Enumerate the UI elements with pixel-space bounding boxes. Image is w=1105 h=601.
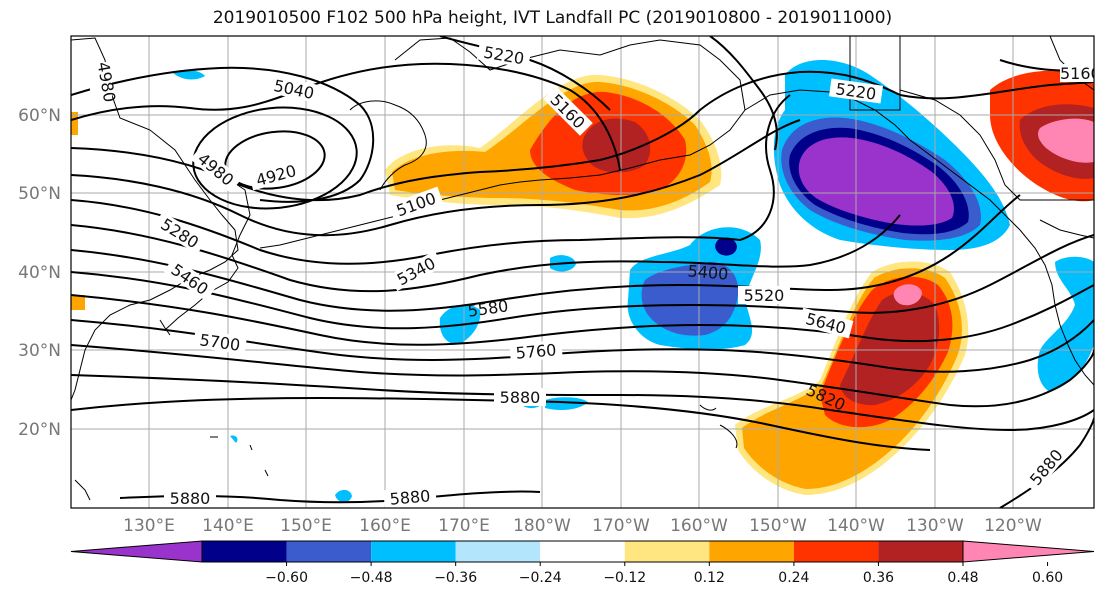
colorbar-tick-label: 0.48 [947,570,978,586]
colorbar-tick-label: −0.60 [265,570,308,586]
colorbar-swatch [286,541,372,562]
colorbar-tick-label: −0.12 [603,570,646,586]
lon-label-140w: 140°W [827,516,885,536]
lon-label-140e: 140°E [202,516,254,536]
contour-label-5880-c: 5880 [389,486,431,508]
latitude-labels: 20°N 30°N 40°N 50°N 60°N [18,106,61,440]
ivt-positive-canada [71,70,1094,310]
ivt-negative-gulf-alaska [773,60,1010,250]
colorbar-frame [201,540,964,563]
lon-label-150w: 150°W [749,516,807,536]
colorbar-swatch [624,541,710,562]
colorbar-swatch [878,541,963,562]
colorbar-tick-label: 0.60 [1032,570,1063,586]
contour-label-5880-a: 5880 [500,388,541,407]
graticule [71,36,1094,508]
colorbar-swatch [709,541,794,562]
colorbar-tick-label: −0.36 [434,570,477,586]
ivt-negative-west-coast [1037,256,1094,392]
colorbar-tick-label: 0.24 [778,570,809,586]
lat-label-40n: 40°N [18,263,61,283]
colorbar-swatch [202,541,287,562]
colorbar-swatch [455,541,541,562]
lat-label-60n: 60°N [18,106,61,126]
lon-label-160w: 160°W [670,516,728,536]
map-frame [70,35,1095,509]
ivt-positive-bering [385,74,722,219]
colorbar-swatch [371,541,456,562]
contour-label-5520: 5520 [744,286,785,305]
colorbar: −0.60 −0.48 −0.36 −0.24 −0.12 0.12 0.24 0.36 0.4… [70,540,1095,586]
lon-label-180w: 180°W [513,516,571,536]
map-title: 2019010500 F102 500 hPa height, IVT Land… [212,8,893,28]
lon-label-120w: 120°W [984,516,1042,536]
colorbar-swatch [793,541,879,562]
lat-label-50n: 50°N [18,184,61,204]
contour-label-5160-b: 5160 [1060,64,1101,83]
lon-label-130e: 130°E [123,516,175,536]
lon-label-130w: 130°W [906,516,964,536]
lon-label-160e: 160°E [359,516,411,536]
colorbar-tick-label: −0.24 [519,570,562,586]
colorbar-tick-label: −0.48 [350,570,393,586]
colorbar-tick-label: 0.12 [694,570,725,586]
colorbar-swatch [540,541,625,562]
colorbar-extend-high [962,540,1095,563]
ivt-negative-central-pacific [627,227,761,350]
contour-label-5880-b: 5880 [170,489,211,508]
contour-label-5400: 5400 [687,261,729,283]
colorbar-extend-low [70,540,203,563]
lat-label-30n: 30°N [18,341,61,361]
colorbar-tick-label: 0.36 [863,570,894,586]
lon-label-150e: 150°E [280,516,332,536]
lat-label-20n: 20°N [18,420,61,440]
longitude-labels: 130°E 140°E 150°E 160°E 170°E 180°W 170°… [123,516,1042,536]
lon-label-170w: 170°W [592,516,650,536]
contour-label-5760: 5760 [515,340,557,362]
lon-label-170e: 170°E [438,516,490,536]
